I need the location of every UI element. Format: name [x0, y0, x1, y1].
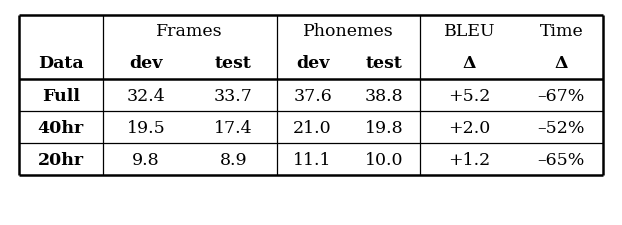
Text: 37.6: 37.6 — [293, 87, 332, 104]
Text: 33.7: 33.7 — [214, 87, 253, 104]
Text: Time: Time — [539, 23, 583, 40]
Text: 38.8: 38.8 — [364, 87, 404, 104]
Text: –67%: –67% — [537, 87, 585, 104]
Text: test: test — [366, 55, 402, 72]
Text: 32.4: 32.4 — [127, 87, 165, 104]
Text: 19.8: 19.8 — [364, 119, 404, 136]
Text: dev: dev — [296, 55, 329, 72]
Text: 40hr: 40hr — [37, 119, 84, 136]
Text: dev: dev — [129, 55, 163, 72]
Text: Data: Data — [38, 55, 83, 72]
Text: –52%: –52% — [537, 119, 585, 136]
Text: Frames: Frames — [156, 23, 223, 40]
Text: +1.2: +1.2 — [448, 151, 491, 168]
Text: +2.0: +2.0 — [448, 119, 491, 136]
Text: Phonemes: Phonemes — [303, 23, 394, 40]
Text: 21.0: 21.0 — [293, 119, 332, 136]
Text: test: test — [215, 55, 252, 72]
Text: 8.9: 8.9 — [220, 151, 247, 168]
Text: 20hr: 20hr — [37, 151, 84, 168]
Text: 19.5: 19.5 — [127, 119, 165, 136]
Text: Δ: Δ — [463, 55, 476, 72]
Text: +5.2: +5.2 — [448, 87, 491, 104]
Text: 9.8: 9.8 — [132, 151, 160, 168]
Text: Δ: Δ — [555, 55, 568, 72]
Text: 11.1: 11.1 — [294, 151, 332, 168]
Text: –65%: –65% — [537, 151, 585, 168]
Text: BLEU: BLEU — [444, 23, 495, 40]
Text: 17.4: 17.4 — [214, 119, 253, 136]
Text: 10.0: 10.0 — [365, 151, 403, 168]
Text: Full: Full — [42, 87, 80, 104]
